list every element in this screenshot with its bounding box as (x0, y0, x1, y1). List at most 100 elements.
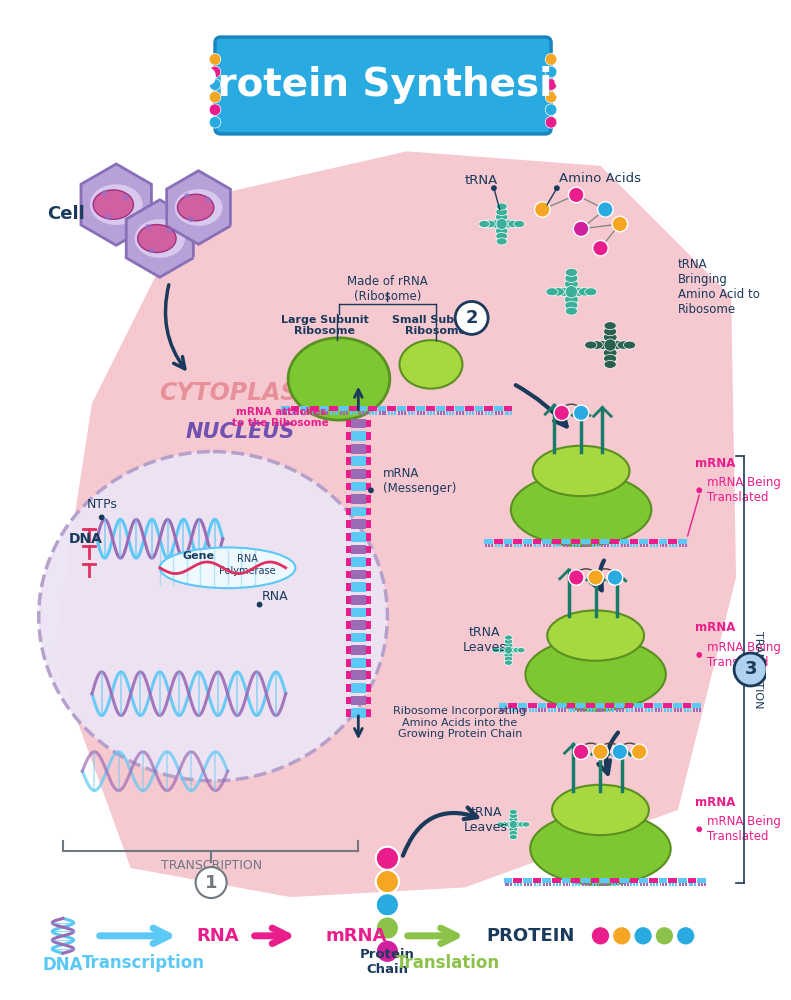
Circle shape (209, 79, 221, 90)
Bar (698, 878, 706, 883)
Bar (346, 533, 350, 541)
Bar (699, 708, 701, 712)
Circle shape (209, 104, 221, 116)
Bar (626, 708, 627, 712)
Bar (488, 411, 490, 415)
Bar (350, 456, 366, 466)
Bar (324, 411, 325, 415)
Bar (359, 411, 361, 415)
Bar (620, 878, 629, 883)
Circle shape (209, 54, 221, 65)
Bar (577, 703, 585, 708)
Bar (407, 411, 410, 415)
Bar (290, 406, 299, 411)
Text: Protein Synthesis: Protein Synthesis (189, 66, 576, 104)
Bar (624, 883, 626, 886)
Bar (635, 708, 638, 712)
Bar (626, 544, 629, 547)
Bar (650, 883, 652, 886)
Bar (544, 708, 547, 712)
Bar (346, 697, 350, 704)
Ellipse shape (518, 822, 526, 827)
Polygon shape (81, 164, 151, 245)
Bar (530, 883, 532, 886)
Bar (469, 411, 471, 415)
Bar (569, 883, 570, 886)
Bar (617, 883, 619, 886)
Bar (292, 411, 293, 415)
Text: 1: 1 (205, 874, 218, 892)
Bar (350, 620, 366, 630)
Bar (529, 708, 531, 712)
Bar (346, 608, 350, 616)
Ellipse shape (611, 341, 625, 350)
Bar (527, 544, 529, 547)
Bar (624, 544, 626, 547)
Ellipse shape (509, 813, 517, 818)
Bar (597, 544, 600, 547)
Text: mRNA: mRNA (695, 457, 736, 470)
Ellipse shape (90, 184, 142, 225)
Bar (366, 495, 371, 503)
Bar (420, 411, 422, 415)
Bar (664, 703, 672, 708)
Bar (369, 411, 371, 415)
Bar (606, 708, 608, 712)
Ellipse shape (557, 287, 570, 296)
Bar (350, 582, 366, 592)
Ellipse shape (505, 660, 513, 665)
Bar (569, 544, 570, 547)
Text: tRNA
Leaves: tRNA Leaves (464, 806, 508, 834)
Bar (660, 708, 662, 712)
Bar (365, 411, 367, 415)
Bar (556, 883, 558, 886)
Ellipse shape (93, 190, 134, 219)
Ellipse shape (546, 288, 558, 296)
Bar (336, 411, 338, 415)
Bar (595, 883, 596, 886)
Ellipse shape (479, 220, 490, 228)
Circle shape (368, 487, 374, 493)
Bar (601, 544, 604, 547)
Bar (459, 411, 461, 415)
Circle shape (545, 104, 557, 116)
Ellipse shape (532, 446, 630, 496)
Bar (682, 544, 683, 547)
Bar (634, 883, 635, 886)
Bar (366, 520, 371, 528)
Ellipse shape (489, 220, 501, 228)
Bar (639, 878, 648, 883)
Ellipse shape (496, 238, 507, 245)
Text: Gene: Gene (183, 551, 214, 561)
Bar (366, 546, 371, 553)
Bar (346, 646, 350, 654)
Bar (384, 411, 387, 415)
Text: Transcription: Transcription (81, 954, 205, 972)
Bar (350, 545, 366, 554)
Bar (285, 411, 286, 415)
Bar (665, 883, 668, 886)
Bar (346, 634, 350, 641)
Bar (577, 708, 579, 712)
Bar (596, 708, 599, 712)
Polygon shape (167, 171, 230, 244)
Bar (350, 519, 366, 529)
Bar (443, 411, 445, 415)
Ellipse shape (522, 822, 530, 827)
Bar (524, 544, 526, 547)
Bar (440, 411, 441, 415)
Bar (646, 883, 648, 886)
Bar (675, 544, 677, 547)
Bar (564, 708, 566, 712)
Bar (331, 411, 332, 415)
Bar (690, 708, 691, 712)
Text: mRNA: mRNA (695, 796, 736, 809)
Circle shape (535, 202, 550, 217)
Bar (583, 708, 585, 712)
Ellipse shape (496, 208, 508, 216)
Bar (388, 406, 396, 411)
Ellipse shape (530, 812, 671, 885)
Text: RNA
Polymerase: RNA Polymerase (218, 554, 275, 576)
Text: Made of rRNA
(Ribosome): Made of rRNA (Ribosome) (347, 275, 428, 303)
Ellipse shape (623, 341, 636, 349)
